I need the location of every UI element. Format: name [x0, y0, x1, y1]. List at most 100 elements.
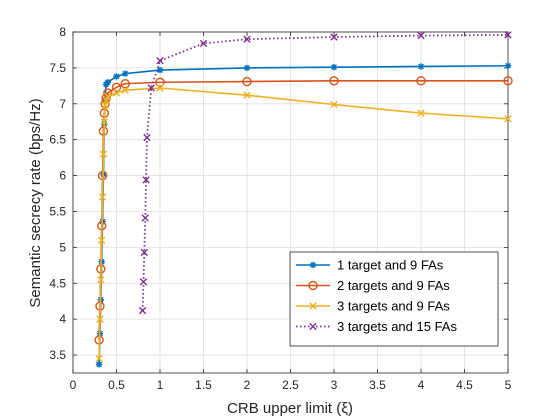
x-tick-label: 3 — [331, 378, 338, 392]
data-point — [308, 280, 318, 291]
legend-box — [289, 251, 499, 347]
data-point-cross — [97, 275, 105, 284]
data-point — [122, 70, 129, 77]
data-point — [98, 236, 106, 244]
legend-label: 3 targets and 9 FAs — [337, 299, 450, 314]
data-point-cross — [156, 84, 164, 92]
data-point — [98, 193, 107, 201]
data-point — [95, 354, 103, 363]
y-tick-label: 4 — [59, 312, 66, 326]
data-point-circle — [120, 78, 130, 89]
x-tick-label: 4 — [418, 378, 425, 392]
data-point-circle — [308, 280, 318, 291]
data-point-cross — [243, 91, 251, 99]
data-point-cross — [138, 306, 147, 315]
data-point — [243, 64, 251, 72]
data-point — [417, 109, 425, 117]
x-tick-label: 4.5 — [456, 378, 473, 392]
data-point-cross — [142, 176, 150, 184]
data-point — [96, 315, 104, 323]
data-point-circle — [503, 76, 513, 86]
data-point — [138, 306, 147, 315]
data-point-cross — [504, 115, 512, 123]
data-point — [112, 89, 121, 97]
data-point — [416, 76, 426, 86]
data-point — [155, 77, 165, 87]
data-point-cross — [156, 57, 164, 65]
data-point-cross — [309, 322, 317, 331]
data-point-cross — [98, 193, 107, 201]
y-tick-label: 5.5 — [49, 204, 66, 218]
data-point-cross — [243, 35, 251, 43]
data-point-asterisk — [104, 79, 111, 86]
legend: 1 target and 9 FAs 2 targets and 9 FAs 3 t… — [289, 251, 499, 347]
data-point-asterisk — [113, 73, 120, 80]
y-tick-label: 6.5 — [49, 133, 66, 147]
data-point-cross — [96, 315, 104, 323]
x-tick-label: 2.5 — [282, 378, 299, 392]
data-point-cross — [330, 33, 338, 41]
legend-label: 3 targets and 15 FAs — [337, 319, 457, 334]
data-point — [504, 31, 512, 39]
data-point — [504, 115, 512, 123]
y-tick-label: 8 — [59, 25, 66, 39]
x-tick-label: 1 — [157, 378, 164, 392]
data-point — [309, 261, 317, 269]
data-point — [102, 96, 110, 104]
data-point — [104, 92, 112, 101]
data-point — [113, 73, 120, 80]
data-point-asterisk — [156, 66, 164, 74]
data-point-asterisk — [95, 361, 103, 368]
data-point-cross — [147, 84, 155, 92]
data-point-cross — [95, 354, 103, 363]
data-point-circle — [155, 77, 165, 87]
data-point-cross — [504, 31, 512, 39]
data-point — [243, 91, 251, 99]
data-point — [330, 33, 338, 41]
data-point-asterisk — [417, 63, 425, 70]
data-point — [111, 82, 122, 92]
data-point — [309, 302, 317, 310]
data-point — [156, 57, 164, 65]
y-tick-label: 7 — [59, 97, 66, 111]
data-point-cross — [139, 278, 148, 286]
data-point-cross — [104, 92, 112, 101]
data-point — [242, 76, 252, 87]
y-tick-label: 4.5 — [49, 276, 66, 290]
legend-label: 2 targets and 9 FAs — [337, 278, 450, 293]
data-point-cross — [121, 86, 129, 94]
data-point-circle — [416, 76, 426, 86]
data-point-cross — [99, 150, 108, 158]
data-point-asterisk — [330, 63, 338, 71]
data-point-cross — [309, 302, 317, 310]
x-tick-label: 5 — [505, 378, 512, 392]
data-point — [120, 78, 130, 89]
data-point-cross — [199, 39, 208, 48]
x-tick-label: 0.5 — [108, 378, 125, 392]
x-tick-label: 0 — [70, 378, 77, 392]
series-group — [94, 31, 513, 368]
series-3 — [95, 84, 512, 363]
data-point — [143, 133, 151, 142]
data-point — [330, 100, 338, 109]
data-point-cross — [417, 31, 425, 40]
data-point — [243, 35, 251, 43]
data-point-circle — [329, 76, 339, 86]
data-point — [142, 176, 150, 184]
x-axis-label: CRB upper limit (ξ) — [227, 400, 353, 417]
data-point-cross — [140, 248, 149, 257]
x-tick-label: 1.5 — [195, 378, 212, 392]
data-point — [139, 278, 148, 286]
data-point — [156, 84, 164, 92]
legend-entry: 3 targets and 15 FAs — [296, 319, 457, 334]
data-point-cross — [141, 214, 149, 222]
data-point — [100, 118, 109, 126]
data-point — [417, 63, 425, 70]
data-point-asterisk — [243, 64, 251, 72]
data-point — [417, 31, 425, 40]
axis-ticks: 0 0.5 1 1.5 2 2.5 3 3.5 4 4.5 5 3.5 4 4.5 5 5.5 6 6.5 7 7.5… — [49, 25, 511, 392]
data-point — [141, 214, 149, 222]
data-point — [140, 248, 149, 257]
data-point — [503, 76, 513, 86]
y-tick-label: 5 — [59, 240, 66, 254]
